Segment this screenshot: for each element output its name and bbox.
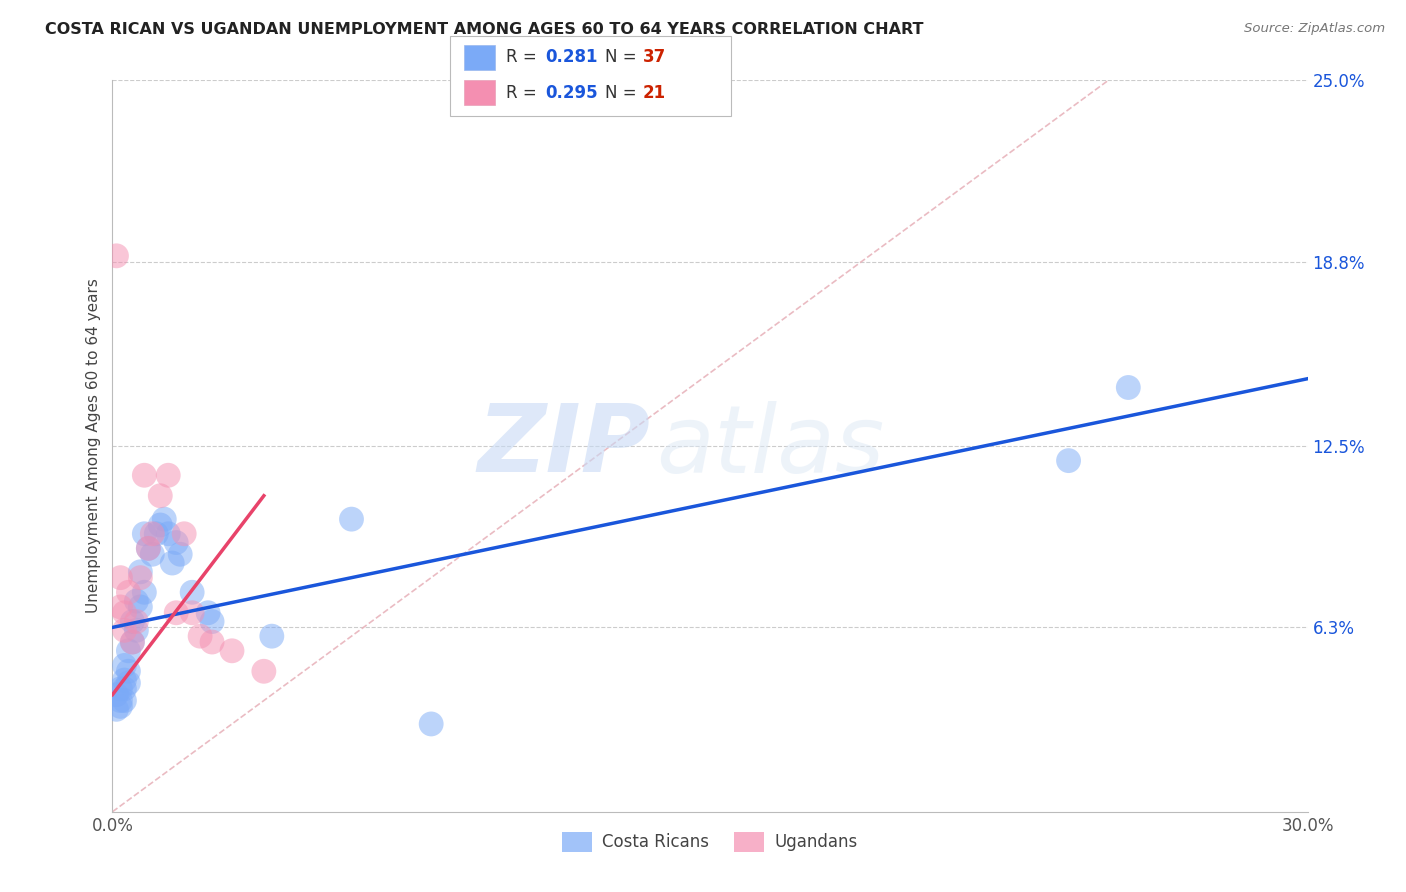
Point <box>114 624 135 638</box>
Point <box>340 512 363 526</box>
Text: 37: 37 <box>643 48 666 66</box>
Point <box>188 629 211 643</box>
Point <box>114 658 135 673</box>
Point <box>197 606 219 620</box>
Point <box>169 547 191 561</box>
Point <box>138 541 160 556</box>
Y-axis label: Unemployment Among Ages 60 to 64 years: Unemployment Among Ages 60 to 64 years <box>86 278 101 614</box>
Point <box>253 665 276 679</box>
Text: 21: 21 <box>643 84 665 102</box>
Text: R =: R = <box>506 84 543 102</box>
Point <box>420 717 443 731</box>
Point <box>181 585 204 599</box>
Point <box>145 526 167 541</box>
Point <box>110 599 132 614</box>
Text: atlas: atlas <box>657 401 884 491</box>
Text: COSTA RICAN VS UGANDAN UNEMPLOYMENT AMONG AGES 60 TO 64 YEARS CORRELATION CHART: COSTA RICAN VS UGANDAN UNEMPLOYMENT AMON… <box>45 22 924 37</box>
Point <box>141 526 163 541</box>
Point <box>201 615 224 629</box>
Point <box>129 599 152 614</box>
Text: 0.295: 0.295 <box>546 84 598 102</box>
Point <box>117 644 139 658</box>
Point <box>141 547 163 561</box>
Text: Source: ZipAtlas.com: Source: ZipAtlas.com <box>1244 22 1385 36</box>
Text: 0.281: 0.281 <box>546 48 598 66</box>
Point <box>114 673 135 687</box>
Point <box>149 518 172 533</box>
Point <box>157 526 180 541</box>
Point <box>114 681 135 696</box>
Point <box>105 702 128 716</box>
Point <box>114 606 135 620</box>
Point <box>110 699 132 714</box>
Point <box>134 526 156 541</box>
Point <box>1118 380 1140 394</box>
Point <box>165 535 187 549</box>
Point <box>110 693 132 707</box>
Point <box>138 541 160 556</box>
Point <box>105 688 128 702</box>
Point <box>125 594 148 608</box>
Point <box>129 571 152 585</box>
Point <box>117 676 139 690</box>
Point <box>1057 453 1080 467</box>
Point <box>125 624 148 638</box>
Text: ZIP: ZIP <box>478 400 651 492</box>
Point <box>201 635 224 649</box>
Text: R =: R = <box>506 48 543 66</box>
Point <box>181 606 204 620</box>
Point <box>149 489 172 503</box>
Point <box>221 644 243 658</box>
Text: N =: N = <box>605 48 641 66</box>
Point <box>165 606 187 620</box>
Point <box>125 615 148 629</box>
Point <box>121 615 143 629</box>
Text: N =: N = <box>605 84 641 102</box>
Point <box>110 681 132 696</box>
Point <box>121 635 143 649</box>
Point <box>114 693 135 707</box>
Point <box>117 665 139 679</box>
Point <box>153 512 176 526</box>
Point <box>157 468 180 483</box>
Legend: Costa Ricans, Ugandans: Costa Ricans, Ugandans <box>555 826 865 858</box>
Point <box>121 635 143 649</box>
Point <box>105 249 128 263</box>
Point <box>260 629 283 643</box>
Point <box>110 571 132 585</box>
Point <box>162 556 183 570</box>
Point <box>134 468 156 483</box>
Point <box>117 585 139 599</box>
Point <box>173 526 195 541</box>
Point <box>134 585 156 599</box>
Point <box>129 565 152 579</box>
